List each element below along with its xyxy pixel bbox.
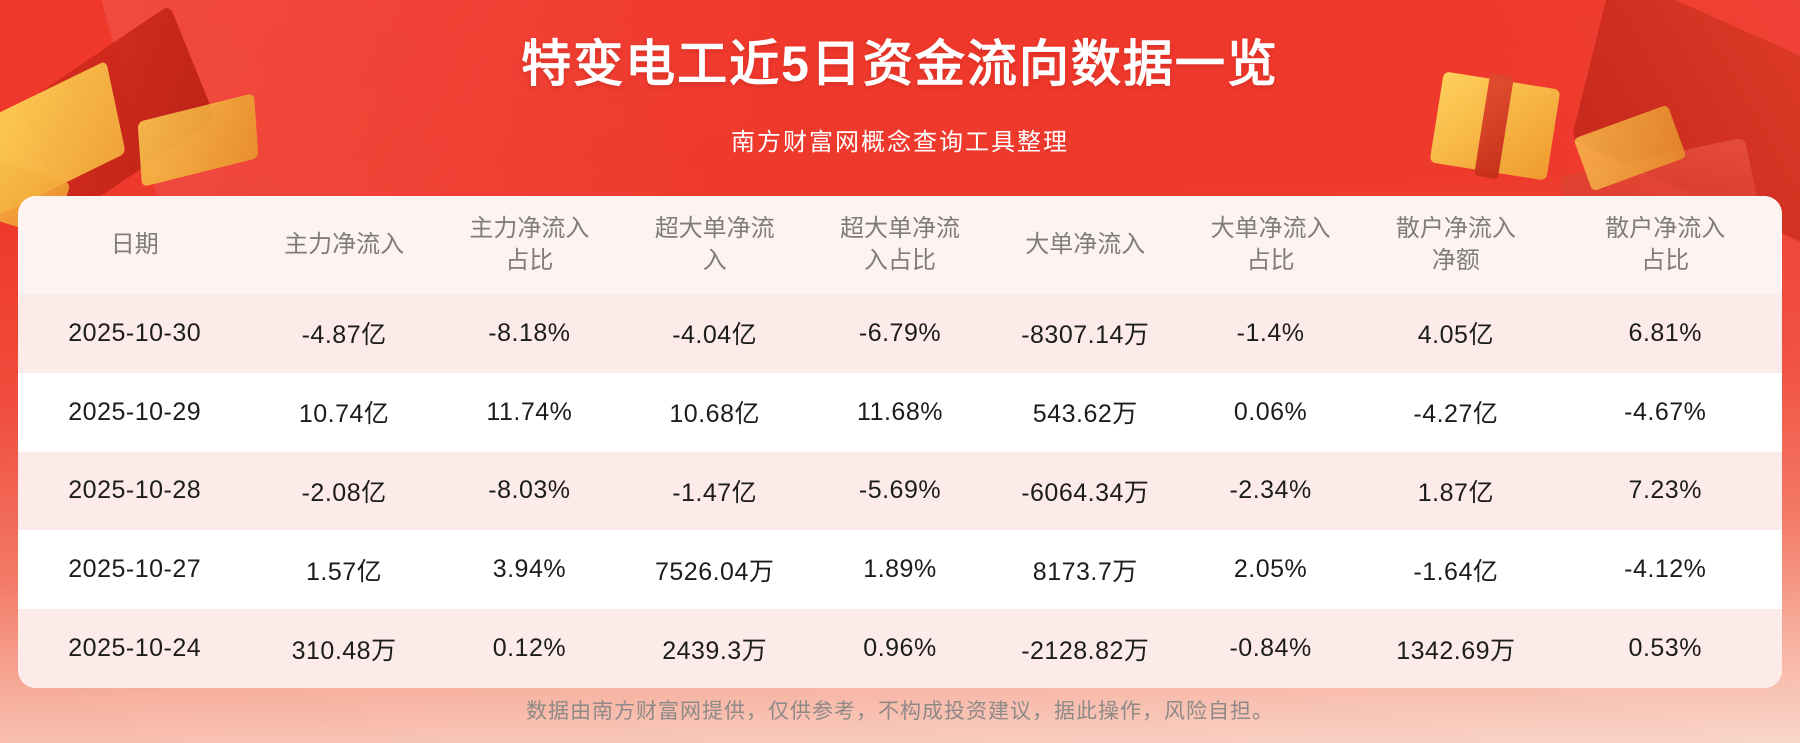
value-cell: 11.74% xyxy=(486,397,573,426)
value-cell: -8307.14万 xyxy=(1021,321,1150,350)
value-cell: 7526.04万 xyxy=(655,557,775,586)
date-cell: 2025-10-30 xyxy=(68,318,202,347)
value-cell: -2.34% xyxy=(1229,476,1312,505)
value-cell: 543.62万 xyxy=(1032,400,1138,429)
value-cell: -4.87亿 xyxy=(301,321,387,350)
value-cell: -5.69% xyxy=(858,476,942,505)
column-header: 散户净流入占比 xyxy=(1605,214,1726,274)
table-row: 2025-10-28 -2.08亿 -8.03% -1.47亿 -5.69% -6064.… xyxy=(18,451,1782,531)
date-cell: 2025-10-27 xyxy=(68,555,202,584)
value-cell: -1.64亿 xyxy=(1413,557,1499,586)
table-row: 2025-10-27 1.57亿 3.94% 7526.04万 1.89% 8173.7万… xyxy=(18,530,1782,610)
column-header: 超大单净流入占比 xyxy=(839,214,960,274)
value-cell: -2128.82万 xyxy=(1021,636,1150,665)
value-cell: 0.53% xyxy=(1628,634,1702,663)
date-cell: 2025-10-29 xyxy=(68,397,202,426)
fund-flow-table-card: 南方财富网 Southmoney.com 日期主力净流入主力净流入占比超大单净流… xyxy=(18,196,1782,688)
value-cell: 6.81% xyxy=(1628,318,1702,347)
column-header: 大单净流入占比 xyxy=(1210,214,1331,274)
column-header: 超大单净流入 xyxy=(654,214,775,274)
value-cell: 0.96% xyxy=(863,634,937,663)
table-header-row: 日期 主力净流入 主力净流入占比 超大单净流入 超大单净流入占比 大单净流入 大单净流入占比… xyxy=(18,196,1782,294)
value-cell: -4.67% xyxy=(1624,397,1707,426)
value-cell: 4.05亿 xyxy=(1417,321,1494,350)
value-cell: -2.08亿 xyxy=(301,478,387,507)
value-cell: -0.84% xyxy=(1229,634,1312,663)
table-body: 2025-10-30 -4.87亿 -8.18% -4.04亿 -6.79% -8307.… xyxy=(18,294,1782,688)
page-title: 特变电工近5日资金流向数据一览 xyxy=(521,36,1279,92)
table-row: 2025-10-24 310.48万 0.12% 2439.3万 0.96% -2128.… xyxy=(18,609,1782,688)
value-cell: -4.12% xyxy=(1624,555,1707,584)
value-cell: 310.48万 xyxy=(291,636,397,665)
column-header: 大单净流入 xyxy=(1025,230,1146,258)
value-cell: 0.12% xyxy=(492,634,567,663)
page-subtitle: 南方财富网概念查询工具整理 xyxy=(731,129,1069,156)
value-cell: -4.27亿 xyxy=(1413,400,1499,429)
value-cell: -6.79% xyxy=(858,318,942,347)
value-cell: -4.04亿 xyxy=(672,321,758,350)
value-cell: 7.23% xyxy=(1628,476,1702,505)
column-header: 主力净流入占比 xyxy=(469,214,590,274)
table-row: 2025-10-29 10.74亿 11.74% 10.68亿 11.68% 543.62… xyxy=(18,372,1782,452)
value-cell: 1.57亿 xyxy=(306,557,383,586)
value-cell: 1.89% xyxy=(863,555,937,584)
value-cell: 2.05% xyxy=(1233,555,1308,584)
value-cell: 2439.3万 xyxy=(662,636,768,665)
value-cell: -8.18% xyxy=(488,318,571,347)
value-cell: -8.03% xyxy=(488,476,571,505)
fund-flow-table: 日期 主力净流入 主力净流入占比 超大单净流入 超大单净流入占比 大单净流入 大单净流入占比… xyxy=(18,196,1782,688)
value-cell: 3.94% xyxy=(492,555,567,584)
value-cell: 10.74亿 xyxy=(298,400,390,429)
value-cell: 1342.69万 xyxy=(1396,636,1516,665)
value-cell: -6064.34万 xyxy=(1021,478,1150,507)
footer-disclaimer: 数据由南方财富网提供，仅供参考，不构成投资建议，据此操作，风险自担。 xyxy=(526,700,1274,723)
date-cell: 2025-10-28 xyxy=(68,476,202,505)
column-header: 散户净流入净额 xyxy=(1395,214,1516,274)
value-cell: 8173.7万 xyxy=(1032,557,1138,586)
value-cell: -1.47亿 xyxy=(672,478,758,507)
table-row: 2025-10-30 -4.87亿 -8.18% -4.04亿 -6.79% -8307.… xyxy=(18,294,1782,373)
date-cell: 2025-10-24 xyxy=(68,634,202,663)
value-cell: 1.87亿 xyxy=(1417,478,1494,507)
column-header: 主力净流入 xyxy=(284,230,405,258)
value-cell: 0.06% xyxy=(1233,397,1308,426)
header: 特变电工近5日资金流向数据一览 南方财富网概念查询工具整理 xyxy=(0,0,1800,157)
column-header: 日期 xyxy=(110,230,159,258)
value-cell: 11.68% xyxy=(857,397,943,426)
value-cell: 10.68亿 xyxy=(669,400,760,429)
value-cell: -1.4% xyxy=(1236,318,1305,347)
